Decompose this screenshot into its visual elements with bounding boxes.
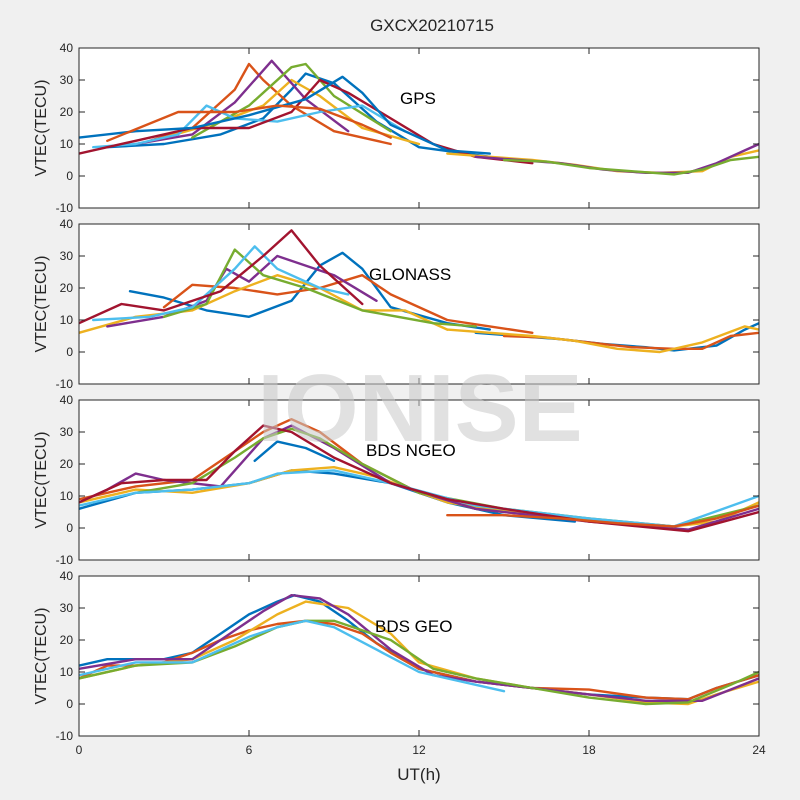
y-tick-label: 40 (60, 41, 74, 55)
series-line-1 (106, 72, 491, 158)
y-tick-label: 20 (60, 633, 74, 647)
y-axis-label: VTEC(TECU) (33, 432, 50, 529)
axes-background (79, 576, 759, 736)
figure-title: GXCX20210715 (370, 16, 494, 35)
y-tick-label: 10 (60, 313, 74, 327)
x-axis-label: UT(h) (397, 765, 440, 784)
y-axis-label: VTEC(TECU) (33, 80, 50, 177)
series-group (79, 229, 759, 354)
series-line-2 (148, 62, 392, 146)
y-axis-label: VTEC(TECU) (33, 256, 50, 353)
series-line-7 (79, 229, 364, 325)
series-line-6 (92, 245, 350, 322)
series-group (79, 594, 759, 706)
series-line-9 (106, 104, 392, 142)
y-tick-label: 20 (60, 281, 74, 295)
y-tick-label: 30 (60, 249, 74, 263)
y-tick-label: 10 (60, 489, 74, 503)
y-tick-label: -10 (56, 201, 74, 215)
series-line-8 (79, 75, 491, 155)
panel-label-bds-geo: BDS GEO (375, 617, 452, 636)
watermark: IONISE (257, 355, 582, 462)
x-tick-label: 18 (582, 743, 596, 757)
panel-label-bds-ngeo: BDS NGEO (366, 441, 456, 460)
y-tick-label: 0 (66, 345, 73, 359)
y-tick-label: 40 (60, 393, 74, 407)
y-tick-label: 40 (60, 569, 74, 583)
y-tick-label: 10 (60, 665, 74, 679)
panel-label-glonass: GLONASS (369, 265, 451, 284)
x-tick-label: 6 (246, 743, 253, 757)
series-line-4 (134, 59, 350, 146)
panel-label-gps: GPS (400, 89, 436, 108)
series-line-5 (79, 619, 759, 706)
y-tick-label: 10 (60, 137, 74, 151)
panel-gps: -10 0 10 20 30 40 VTEC(TECU) GPS (33, 41, 760, 215)
series-line-6 (79, 619, 506, 693)
series-group (79, 59, 759, 176)
x-tick-label: 0 (76, 743, 83, 757)
y-tick-label: 0 (66, 521, 73, 535)
y-tick-label: 0 (66, 697, 73, 711)
y-tick-label: 0 (66, 169, 73, 183)
y-tick-label: 20 (60, 105, 74, 119)
y-tick-label: 30 (60, 425, 74, 439)
series-line-8 (253, 440, 336, 462)
series-line-6 (79, 469, 759, 528)
panel-bds-ngeo: -10 0 10 20 30 40 VTEC(TECU) BDS NGEO (33, 393, 760, 567)
y-tick-label: -10 (56, 377, 74, 391)
x-tick-label: 24 (752, 743, 766, 757)
y-tick-label: -10 (56, 729, 74, 743)
panel-glonass: -10 0 10 20 30 40 VTEC(TECU) GLONASS (33, 217, 760, 391)
series-line-7 (79, 78, 534, 165)
series-line-10 (446, 325, 759, 354)
y-axis-label: VTEC(TECU) (33, 608, 50, 705)
x-tick-label: 12 (412, 743, 426, 757)
y-tick-label: 20 (60, 457, 74, 471)
y-tick-label: 30 (60, 73, 74, 87)
y-tick-label: 40 (60, 217, 74, 231)
axes-background (79, 224, 759, 384)
series-group (79, 418, 759, 533)
y-tick-label: -10 (56, 553, 74, 567)
series-line-12 (502, 155, 759, 176)
series-line-9 (446, 504, 759, 528)
y-tick-label: 30 (60, 601, 74, 615)
